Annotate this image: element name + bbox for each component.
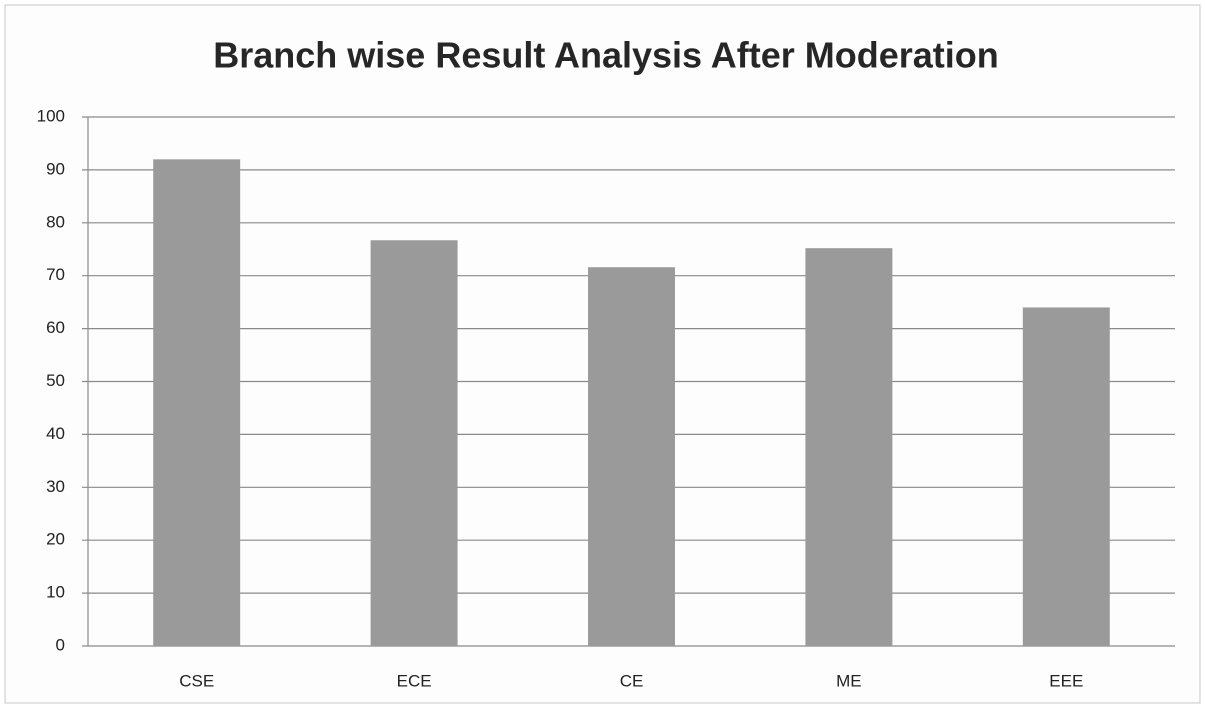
x-tick-label: CE — [620, 671, 644, 690]
y-tick-label: 100 — [37, 106, 65, 125]
x-tick-label: ME — [836, 671, 862, 690]
y-tick-label: 40 — [46, 424, 65, 443]
bar — [370, 240, 458, 646]
bar — [153, 159, 241, 646]
y-tick-label: 50 — [46, 371, 65, 390]
y-tick-label: 0 — [56, 635, 65, 654]
y-tick-label: 30 — [46, 477, 65, 496]
y-tick-label: 90 — [46, 159, 65, 178]
y-tick-label: 60 — [46, 318, 65, 337]
y-tick-label: 20 — [46, 530, 65, 549]
y-tick-label: 10 — [46, 583, 65, 602]
x-tick-label: CSE — [179, 671, 214, 690]
x-tick-label: EEE — [1049, 671, 1083, 690]
bar — [1022, 307, 1110, 646]
y-tick-label: 80 — [46, 212, 65, 231]
y-tick-label: 70 — [46, 265, 65, 284]
bar — [805, 248, 893, 646]
chart-title: Branch wise Result Analysis After Modera… — [213, 35, 999, 76]
bar — [588, 267, 675, 646]
x-tick-label: ECE — [397, 671, 432, 690]
